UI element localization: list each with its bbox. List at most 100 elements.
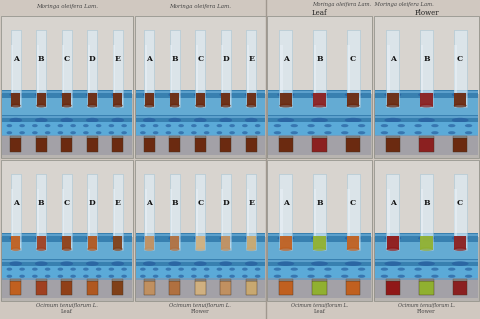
Text: A: A — [390, 199, 396, 207]
Bar — [87, 136, 97, 138]
Bar — [420, 93, 432, 107]
Bar — [12, 45, 13, 99]
Bar — [268, 122, 371, 136]
Text: A: A — [146, 199, 152, 207]
Ellipse shape — [45, 268, 50, 271]
Ellipse shape — [178, 275, 184, 278]
Bar — [221, 45, 223, 99]
Ellipse shape — [345, 118, 361, 122]
Ellipse shape — [87, 247, 97, 251]
Ellipse shape — [219, 92, 232, 97]
Bar — [314, 45, 316, 99]
Bar — [2, 115, 132, 123]
Bar — [267, 237, 372, 301]
Text: D: D — [222, 199, 229, 207]
Ellipse shape — [418, 92, 435, 97]
Ellipse shape — [153, 275, 158, 278]
Ellipse shape — [45, 131, 50, 134]
Ellipse shape — [143, 236, 156, 241]
Text: Ocimum tenuiflorum L.: Ocimum tenuiflorum L. — [169, 303, 231, 308]
Bar — [374, 160, 479, 301]
Ellipse shape — [347, 249, 360, 252]
Ellipse shape — [414, 275, 422, 278]
Ellipse shape — [277, 118, 294, 122]
Bar — [37, 45, 39, 99]
Ellipse shape — [170, 105, 180, 108]
Ellipse shape — [358, 124, 365, 127]
Bar — [135, 90, 265, 136]
Bar — [1, 237, 132, 301]
Bar — [36, 136, 47, 138]
Ellipse shape — [418, 236, 435, 241]
Ellipse shape — [194, 236, 206, 241]
Ellipse shape — [358, 275, 365, 278]
Ellipse shape — [277, 92, 294, 97]
Ellipse shape — [62, 105, 72, 108]
Bar — [36, 281, 47, 295]
Bar — [62, 30, 72, 107]
Bar — [421, 45, 423, 99]
Ellipse shape — [178, 131, 184, 134]
Bar — [113, 189, 115, 242]
Bar — [221, 93, 230, 107]
Ellipse shape — [221, 105, 230, 108]
Ellipse shape — [448, 131, 456, 134]
Ellipse shape — [96, 268, 101, 271]
Bar — [1, 16, 132, 158]
Text: B: B — [38, 55, 45, 63]
Ellipse shape — [313, 247, 326, 251]
Bar — [387, 189, 390, 242]
Bar — [1, 94, 132, 158]
Ellipse shape — [108, 275, 114, 278]
Ellipse shape — [166, 124, 171, 127]
Bar — [134, 237, 266, 301]
Bar — [374, 94, 479, 158]
Bar — [11, 279, 21, 281]
Ellipse shape — [255, 268, 261, 271]
Bar — [313, 30, 326, 107]
Bar — [246, 279, 257, 281]
Bar — [268, 91, 371, 93]
Bar — [454, 30, 467, 107]
Text: E: E — [115, 199, 120, 207]
Bar — [11, 281, 21, 295]
Ellipse shape — [345, 261, 361, 266]
Bar — [375, 115, 478, 123]
Ellipse shape — [121, 131, 127, 134]
Bar — [268, 278, 371, 298]
Bar — [246, 30, 256, 107]
Bar — [420, 138, 433, 152]
Ellipse shape — [121, 268, 127, 271]
Bar — [279, 279, 293, 281]
Ellipse shape — [35, 118, 48, 122]
Bar — [375, 91, 478, 93]
Bar — [11, 136, 21, 138]
Ellipse shape — [204, 275, 209, 278]
Bar — [135, 90, 265, 98]
Text: A: A — [283, 199, 289, 207]
Bar — [195, 281, 205, 295]
Bar — [246, 138, 257, 152]
Ellipse shape — [452, 118, 468, 122]
Ellipse shape — [341, 131, 348, 134]
Ellipse shape — [121, 275, 127, 278]
Bar — [170, 45, 172, 99]
Ellipse shape — [96, 275, 101, 278]
Ellipse shape — [384, 118, 401, 122]
Bar — [135, 278, 265, 298]
Bar — [268, 90, 371, 136]
Ellipse shape — [277, 236, 294, 241]
Ellipse shape — [70, 124, 76, 127]
Bar — [247, 93, 256, 107]
Ellipse shape — [386, 104, 399, 108]
Ellipse shape — [386, 247, 399, 251]
Text: E: E — [115, 55, 120, 63]
Bar — [144, 138, 155, 152]
Ellipse shape — [290, 268, 298, 271]
Ellipse shape — [108, 268, 114, 271]
Bar — [268, 135, 371, 155]
Ellipse shape — [311, 118, 328, 122]
Ellipse shape — [414, 131, 422, 134]
Ellipse shape — [10, 261, 22, 266]
Bar — [134, 160, 266, 301]
